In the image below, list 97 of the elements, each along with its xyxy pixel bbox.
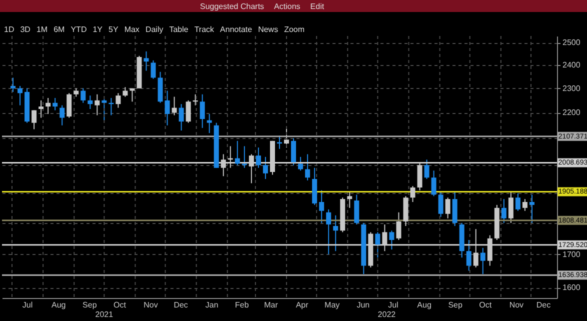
candlestick xyxy=(389,230,394,250)
x2-tick-label: 2022 xyxy=(378,310,396,319)
candlestick xyxy=(452,191,458,226)
candlestick xyxy=(116,92,121,108)
candlestick xyxy=(284,127,290,148)
candlestick xyxy=(94,94,100,116)
x-tick-label: Dec xyxy=(536,300,551,310)
candlestick xyxy=(164,90,170,126)
y-tick-label: 2200 xyxy=(562,108,581,118)
x-tick-label: Dec xyxy=(174,300,188,310)
candlestick xyxy=(403,196,408,226)
x-tick-label: May xyxy=(324,300,340,310)
candlestick xyxy=(206,113,212,134)
x-tick-label: Aug xyxy=(417,300,432,310)
y-tick-label: 2400 xyxy=(562,60,581,70)
candlestick xyxy=(122,86,128,98)
y-tick-label: 2500 xyxy=(562,38,581,48)
candlestick xyxy=(200,94,205,128)
x-tick-label: Nov xyxy=(144,300,158,310)
text: YTD xyxy=(70,24,87,34)
candlestick xyxy=(529,194,534,224)
candlestick xyxy=(144,50,149,72)
y-tick-label: 1600 xyxy=(562,283,581,292)
text: 6M xyxy=(54,24,65,34)
candlestick xyxy=(32,110,37,130)
candlestick xyxy=(234,140,240,166)
candlestick xyxy=(466,239,472,272)
candlestick xyxy=(522,198,528,212)
candlestick xyxy=(80,88,86,104)
x-tick-label: Apr xyxy=(296,300,309,310)
candlestick xyxy=(431,170,436,197)
text: 1Y xyxy=(92,24,103,34)
candlestick xyxy=(396,212,402,240)
candlestick xyxy=(38,100,44,118)
x2-tick-label: 2021 xyxy=(95,310,114,319)
candlestick xyxy=(438,191,444,218)
candlestick xyxy=(46,97,51,114)
candlestick xyxy=(66,92,72,118)
x-tick-label: Jul xyxy=(388,300,399,310)
text: Suggested Charts xyxy=(200,2,264,10)
text: 3D xyxy=(20,24,30,34)
x-tick-label: Mar xyxy=(264,300,278,310)
candlestick xyxy=(508,191,514,224)
candlestick xyxy=(262,156,268,180)
candlestick xyxy=(424,159,430,180)
candlestick xyxy=(158,71,163,104)
candlestick xyxy=(326,208,332,255)
candlestick xyxy=(347,191,352,208)
text: Zoom xyxy=(284,24,305,34)
candlestick xyxy=(501,198,506,224)
text: Table xyxy=(169,24,188,34)
text: News xyxy=(258,24,278,34)
candlestick xyxy=(445,197,450,219)
y-tick-label: 1700 xyxy=(562,250,581,259)
candlestick xyxy=(102,98,107,121)
text: Edit xyxy=(310,2,324,10)
candlestick xyxy=(256,147,261,168)
x-tick-label: Nov xyxy=(509,300,524,310)
candlestick xyxy=(150,60,156,80)
x-tick-label: Sep xyxy=(82,300,98,310)
candlestick xyxy=(10,77,16,92)
x-tick-label: Jan xyxy=(205,300,218,310)
text: Track xyxy=(194,24,214,34)
x-tick-label: Aug xyxy=(51,300,66,310)
candlestick xyxy=(172,96,177,116)
x-tick-label: Sep xyxy=(448,300,463,310)
candlestick xyxy=(333,214,338,252)
y-tick-label: 2300 xyxy=(562,84,581,93)
candlestick xyxy=(291,138,296,166)
x-tick-label: Oct xyxy=(479,300,492,310)
candlestick xyxy=(60,104,65,126)
text: Actions xyxy=(274,2,300,10)
candlestick xyxy=(242,146,247,168)
candlestick xyxy=(375,232,380,258)
candlestick xyxy=(186,100,191,124)
x-tick-label: Feb xyxy=(235,300,250,310)
text: 5Y xyxy=(108,24,118,34)
candlestick xyxy=(480,247,486,275)
text: 1M xyxy=(36,24,48,34)
candlestick xyxy=(319,190,324,224)
candlestick xyxy=(298,156,304,172)
x-tick-label: Jul xyxy=(22,300,33,310)
candlestick xyxy=(52,97,58,111)
candlestick xyxy=(305,154,310,181)
candlestick xyxy=(515,192,520,212)
x-tick-label: Oct xyxy=(113,300,127,310)
candlestick xyxy=(354,194,360,225)
text: Max xyxy=(124,24,140,34)
candlestick xyxy=(88,95,93,110)
text: Annotate xyxy=(220,24,252,34)
x-tick-label: Jun xyxy=(356,300,370,310)
text: Daily xyxy=(145,24,164,34)
candlestick xyxy=(277,135,282,150)
text: 1D xyxy=(4,24,14,34)
candlestick xyxy=(18,85,23,106)
candlestick xyxy=(178,104,184,131)
candlestick xyxy=(410,186,416,202)
